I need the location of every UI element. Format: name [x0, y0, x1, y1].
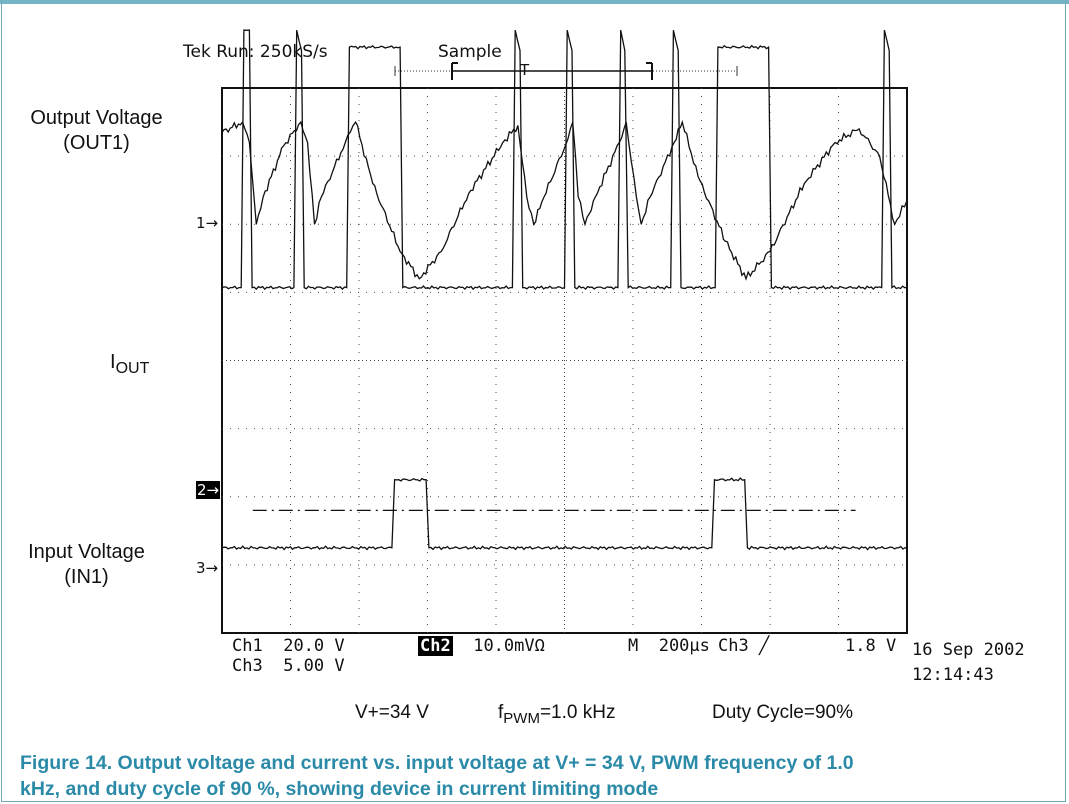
acquisition-mode: Sample — [438, 42, 502, 62]
input-voltage-label: Input Voltage (IN1) — [4, 540, 169, 590]
iout-label: IOUT — [110, 350, 150, 377]
acquisition-status: Tek Run: 250kS/s — [183, 42, 328, 62]
channel-3-number: 3 — [196, 559, 206, 577]
pwm-value: =1.0 kHz — [539, 702, 616, 723]
waveform-trace-3 — [221, 477, 907, 551]
ch3-name: Ch3 — [232, 656, 263, 676]
ch1-name: Ch1 — [232, 636, 263, 656]
graticule — [221, 87, 908, 634]
trigger-marker-t: T — [519, 61, 530, 79]
channel-2-number: 2 — [197, 481, 207, 499]
iout-main: I — [110, 351, 116, 373]
ch1-scale: 20.0 V — [283, 636, 345, 656]
channel-1-marker: 1→ — [196, 214, 219, 232]
pwm-f: f — [498, 702, 504, 723]
trigger-slope-icon: ╱ — [758, 636, 770, 656]
ch1-readout: Ch1 20.0 V — [232, 636, 345, 656]
output-voltage-subtitle: (OUT1) — [63, 132, 130, 154]
pwm-sub: PWM — [503, 710, 540, 727]
caption-line-2: kHz, and duty cycle of 90 %, showing dev… — [20, 778, 659, 800]
input-voltage-title: Input Voltage — [28, 541, 145, 563]
waveform-traces — [221, 29, 908, 551]
trigger-level: 1.8 V — [845, 636, 897, 656]
iout-sub: OUT — [115, 360, 150, 377]
ch3-readout: Ch3 5.00 V — [232, 656, 345, 676]
capture-date: 16 Sep 2002 — [912, 640, 1025, 660]
ch2-scale: 10.0mVΩ — [473, 636, 545, 656]
ch2-name: Ch2 — [418, 636, 453, 656]
channel-2-marker: 2→ — [196, 481, 221, 499]
waveform-trace-1 — [221, 29, 908, 291]
output-voltage-title: Output Voltage — [30, 107, 163, 129]
supply-voltage: V+=34 V — [355, 702, 429, 723]
duty-cycle: Duty Cycle=90% — [712, 702, 853, 723]
timebase-readout: M 200µs — [628, 636, 710, 656]
top-accent-bar — [0, 0, 1069, 4]
output-voltage-label: Output Voltage (OUT1) — [4, 106, 189, 156]
trigger-position-bracket: T — [394, 61, 738, 80]
ch3-scale: 5.00 V — [283, 656, 345, 676]
input-voltage-subtitle: (IN1) — [64, 566, 109, 588]
channel-1-number: 1 — [196, 214, 206, 232]
caption-line-1: Figure 14. Output voltage and current vs… — [20, 752, 854, 774]
trigger-readout: Ch3 ╱ — [718, 636, 769, 656]
channel-3-marker: 3→ — [196, 559, 219, 577]
figure-caption: Figure 14. Output voltage and current vs… — [20, 750, 1060, 802]
capture-time: 12:14:43 — [912, 665, 994, 685]
waveform-trace-2 — [221, 119, 908, 281]
ch2-readout: Ch2 10.0mVΩ — [418, 636, 545, 656]
trigger-source: Ch3 — [718, 636, 749, 656]
pwm-frequency: fPWM=1.0 kHz — [498, 702, 616, 727]
